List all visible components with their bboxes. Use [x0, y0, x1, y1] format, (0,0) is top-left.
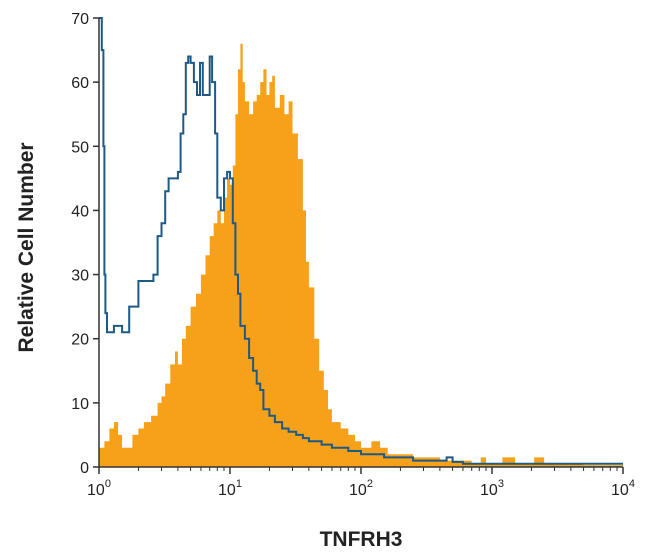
y-tick-label: 30	[71, 268, 89, 285]
x-axis-title: TNFRH3	[320, 528, 403, 551]
x-tick-label: 100	[87, 478, 111, 499]
y-tick-label: 60	[71, 75, 89, 92]
y-tick-label: 50	[71, 139, 89, 156]
y-axis-title: Relative Cell Number	[15, 142, 38, 352]
histogram-filled-series	[99, 43, 623, 467]
y-tick-label: 0	[80, 460, 89, 477]
x-tick-label: 103	[480, 478, 504, 499]
x-tick-label: 101	[218, 478, 242, 499]
y-tick-label: 40	[71, 203, 89, 220]
y-tick-label: 70	[71, 11, 89, 28]
x-tick-label: 102	[349, 478, 373, 499]
y-tick-label: 20	[71, 332, 89, 349]
x-tick-label: 104	[611, 478, 635, 499]
ticks: 0 10 20 30 40 50 60 70 100 101 102 103 104	[71, 11, 635, 499]
histogram-outline-series	[99, 17, 623, 465]
plot-area	[99, 17, 623, 467]
y-tick-label: 10	[71, 396, 89, 413]
